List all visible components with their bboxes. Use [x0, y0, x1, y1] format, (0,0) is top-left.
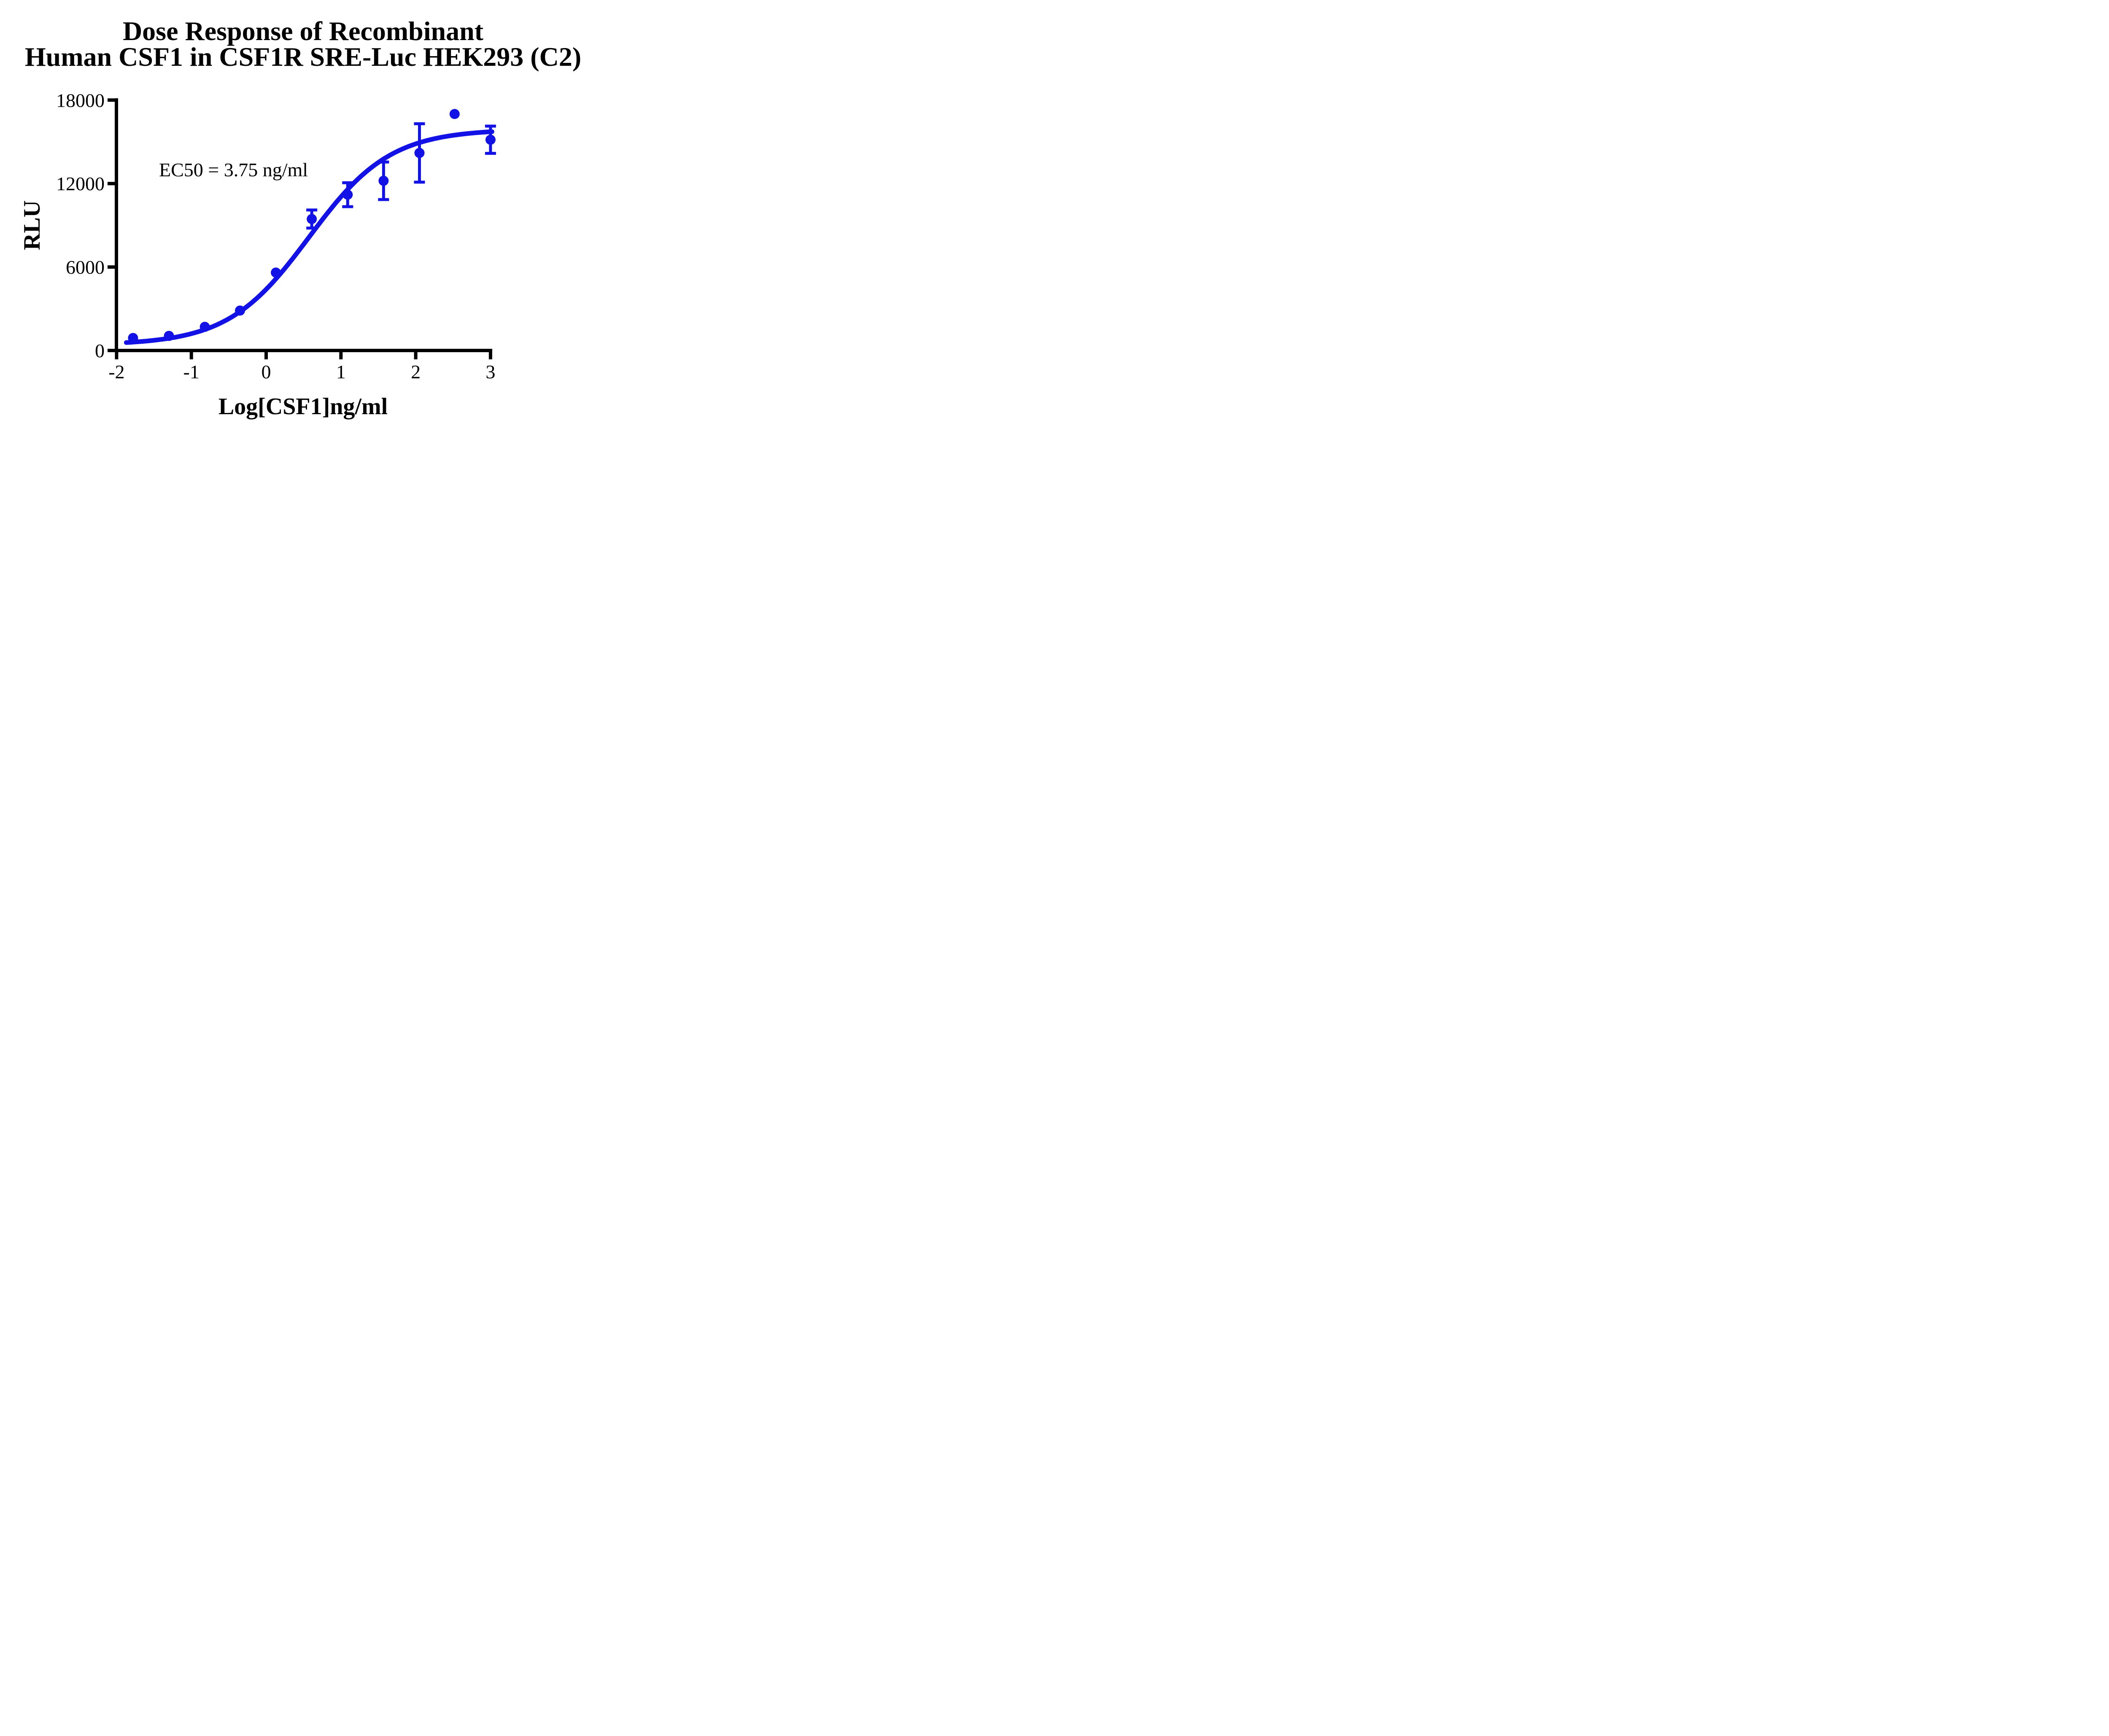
x-axis-title: Log[CSF1]ng/ml: [218, 394, 388, 420]
dose-response-figure: Dose Response of Recombinant Human CSF1 …: [0, 0, 593, 434]
data-point: [164, 331, 174, 341]
y-tick-label: 0: [95, 340, 105, 361]
data-point: [485, 135, 496, 145]
chart-title: Dose Response of Recombinant Human CSF1 …: [13, 16, 593, 72]
x-tick-label: 1: [336, 361, 346, 383]
data-point: [343, 189, 353, 200]
data-point: [271, 267, 281, 278]
chart-title-line2: Human CSF1 in CSF1R SRE-Luc HEK293 (C2): [24, 41, 582, 72]
data-point: [378, 175, 389, 186]
fit-curve: [124, 129, 494, 345]
data-point: [200, 321, 210, 332]
data-point: [128, 333, 138, 343]
y-tick-label: 12000: [56, 173, 105, 194]
data-point: [235, 305, 245, 316]
y-tick-label: 6000: [66, 256, 105, 278]
x-tick-label: 2: [411, 361, 421, 383]
data-point: [449, 109, 460, 119]
chart-title-line1: Dose Response of Recombinant: [122, 16, 484, 46]
y-tick-label: 18000: [56, 89, 105, 111]
x-tick-label: 3: [485, 361, 495, 383]
x-tick-label: -1: [183, 361, 200, 383]
x-tick-label: 0: [262, 361, 271, 383]
x-tick-label: -2: [108, 361, 124, 383]
data-point: [414, 148, 425, 158]
data-point: [307, 214, 317, 224]
plot-area: 0 6000 12000 18000 -2 -1 0 1 2 3: [56, 89, 496, 383]
ec50-annotation: EC50 = 3.75 ng/ml: [159, 159, 308, 181]
